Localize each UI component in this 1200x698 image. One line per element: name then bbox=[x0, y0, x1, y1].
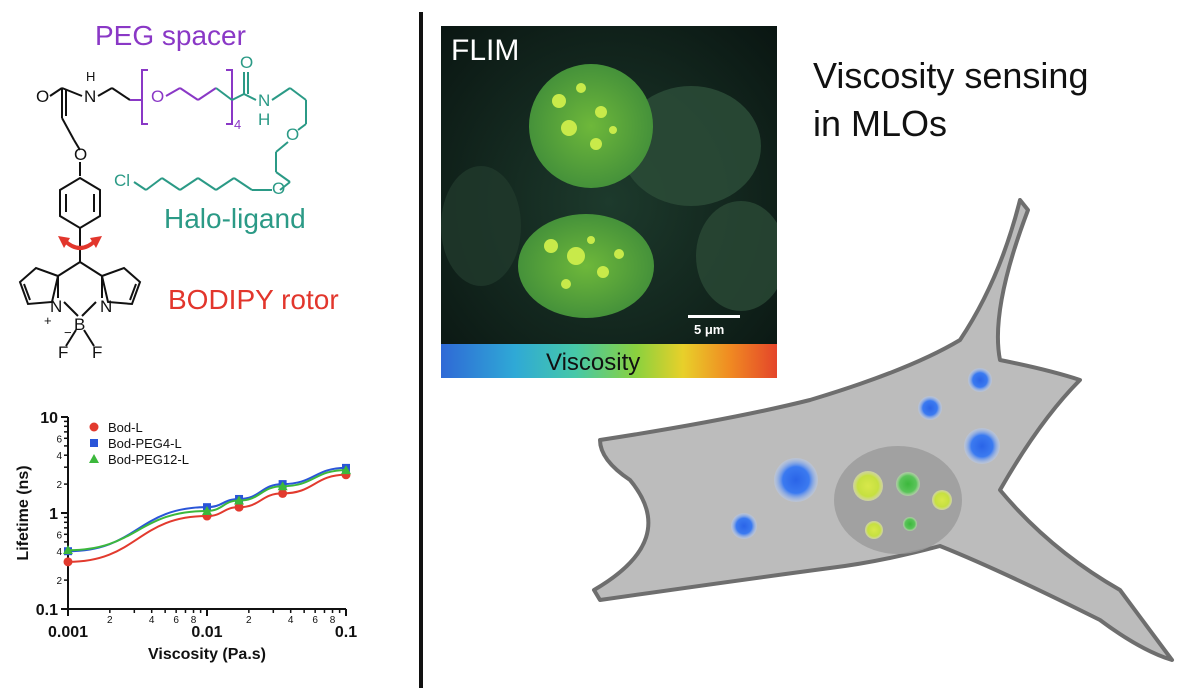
headline-line2: in MLOs bbox=[813, 103, 948, 144]
flim-cells bbox=[441, 26, 777, 378]
atom-b: B bbox=[74, 315, 86, 334]
y-minor-label: 2 bbox=[56, 480, 62, 491]
series-line bbox=[67, 466, 347, 553]
viscosity-colorbar bbox=[441, 344, 777, 378]
atom-f1: F bbox=[58, 343, 69, 362]
series-line bbox=[67, 473, 347, 563]
y-tick-label: 0.1 bbox=[36, 602, 58, 619]
atom-n: N bbox=[84, 87, 97, 106]
atom-n2: N bbox=[258, 91, 271, 110]
scale-bar-label: 5 μm bbox=[694, 322, 725, 337]
colorbar-label: Viscosity bbox=[546, 349, 641, 376]
atom-o-amide: O bbox=[240, 53, 254, 72]
x-minor-label: 4 bbox=[149, 615, 155, 626]
atom-o-halo2: O bbox=[272, 179, 286, 198]
atom-o-halo1: O bbox=[286, 125, 300, 144]
data-point bbox=[341, 465, 351, 475]
x-minor-label: 6 bbox=[173, 615, 179, 626]
data-point bbox=[234, 502, 244, 512]
data-point bbox=[234, 495, 245, 505]
x-tick-label: 0.1 bbox=[335, 624, 357, 641]
nucleus-1 bbox=[529, 64, 653, 188]
x-axis-label: Viscosity (Pa.s) bbox=[148, 646, 266, 663]
bodipy-rotor-label: BODIPY rotor bbox=[168, 284, 339, 315]
cell-illustration bbox=[592, 198, 1174, 662]
x-minor-label: 8 bbox=[330, 615, 336, 626]
atom-cl: Cl bbox=[114, 171, 131, 190]
y-minor-label: 6 bbox=[56, 434, 62, 445]
headline: Viscosity sensing in MLOs bbox=[813, 52, 1088, 148]
peg-spacer-label: PEG spacer bbox=[95, 20, 246, 51]
y-minor-label: 4 bbox=[56, 547, 62, 558]
data-point bbox=[63, 557, 73, 567]
legend-label: Bod-PEG12-L bbox=[108, 452, 189, 467]
atom-h: H bbox=[86, 69, 96, 84]
legend-marker bbox=[89, 454, 99, 463]
x-minor-label: 8 bbox=[191, 615, 197, 626]
halo-ligand-label: Halo-ligand bbox=[164, 203, 306, 234]
data-point bbox=[278, 488, 288, 498]
data-point bbox=[63, 545, 73, 555]
flim-image: FLIM bbox=[441, 26, 777, 378]
scale-bar bbox=[688, 315, 740, 318]
flim-title: FLIM bbox=[451, 34, 520, 67]
chemical-structure bbox=[18, 69, 307, 347]
legend-label: Bod-PEG4-L bbox=[108, 436, 182, 451]
bond bbox=[49, 87, 63, 97]
charge-minus: − bbox=[64, 325, 72, 340]
legend-marker bbox=[89, 422, 99, 432]
data-point bbox=[277, 481, 288, 491]
y-tick-label: 1 bbox=[49, 506, 58, 523]
series-line bbox=[67, 469, 347, 552]
peg-repeat-count: 4 bbox=[234, 117, 242, 132]
atom-o-phenoxy: O bbox=[74, 145, 88, 164]
legend-label: Bod-L bbox=[108, 420, 143, 435]
lifetime-chart: 0.001 0.01 0.12 4 6 8 2 4 6 80.1110246246Viscosit… bbox=[15, 410, 357, 663]
x-tick-label: 0.001 bbox=[48, 624, 88, 641]
panel-divider bbox=[419, 12, 423, 688]
condensates bbox=[731, 368, 1000, 539]
atom-h2: H bbox=[258, 110, 271, 129]
x-minor-label: 2 bbox=[246, 615, 252, 626]
atom-o: O bbox=[36, 87, 50, 106]
y-minor-label: 4 bbox=[56, 451, 62, 462]
atom-f2: F bbox=[92, 343, 103, 362]
x-tick-label: 0.01 bbox=[191, 624, 222, 641]
data-point bbox=[202, 505, 212, 515]
headline-line1: Viscosity sensing bbox=[813, 55, 1089, 96]
y-tick-label: 10 bbox=[40, 410, 58, 427]
y-axis-label: Lifetime (ns) bbox=[15, 465, 32, 560]
cell-body bbox=[592, 198, 1174, 662]
charge-plus: + bbox=[44, 313, 52, 328]
x-minor-label: 6 bbox=[312, 615, 318, 626]
y-minor-label: 6 bbox=[56, 530, 62, 541]
atom-n-right: N bbox=[100, 297, 113, 316]
legend-marker bbox=[90, 439, 98, 447]
atom-o-peg: O bbox=[151, 87, 165, 106]
x-minor-label: 2 bbox=[107, 615, 113, 626]
x-minor-label: 4 bbox=[288, 615, 294, 626]
atom-n-left: N bbox=[50, 297, 63, 316]
y-minor-label: 2 bbox=[56, 576, 62, 587]
